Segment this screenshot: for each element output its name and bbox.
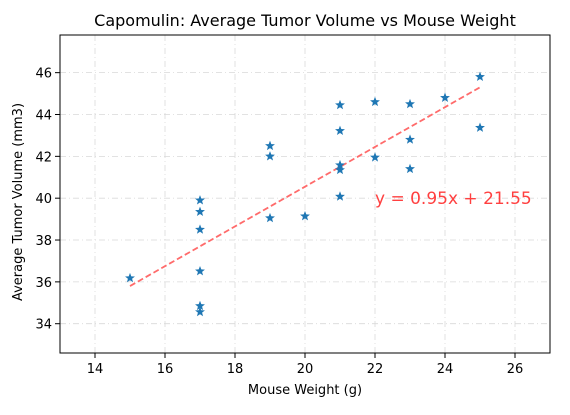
x-tick-label: 16 — [157, 362, 174, 377]
data-point — [300, 210, 310, 221]
y-tick-label: 34 — [35, 318, 52, 333]
x-tick-label: 22 — [367, 362, 384, 377]
y-tick-label: 36 — [35, 276, 52, 291]
data-point — [265, 151, 275, 161]
data-point — [265, 212, 275, 223]
data-point — [195, 224, 205, 234]
data-point — [125, 272, 135, 283]
x-tick-label: 24 — [437, 362, 454, 377]
y-axis-label: Average Tumor Volume (mm3) — [11, 103, 26, 301]
data-point — [405, 134, 415, 144]
x-tick-label: 20 — [297, 362, 314, 377]
data-point — [195, 206, 205, 216]
data-point — [195, 306, 205, 317]
y-tick-label: 40 — [35, 192, 52, 207]
y-tick-label: 44 — [35, 109, 52, 124]
data-point — [475, 71, 485, 82]
data-point — [335, 191, 345, 201]
regression-line-layer — [129, 86, 481, 287]
data-points — [125, 71, 485, 317]
y-tick-label: 46 — [35, 67, 52, 82]
data-point — [335, 99, 345, 110]
y-axis-ticks: 34 36 38 40 42 44 46 — [35, 67, 60, 333]
data-point — [475, 122, 485, 132]
x-tick-label: 26 — [507, 362, 524, 377]
y-tick-label: 42 — [35, 150, 52, 165]
x-axis-ticks: 14 16 18 20 22 24 26 — [87, 353, 524, 377]
x-tick-label: 18 — [227, 362, 244, 377]
data-point — [335, 125, 345, 136]
data-point — [370, 152, 380, 162]
regression-equation: y = 0.95x + 21.55 — [375, 189, 532, 209]
data-point — [195, 300, 205, 311]
data-point — [195, 266, 205, 276]
data-point — [405, 98, 415, 109]
data-point — [440, 92, 450, 102]
data-point — [335, 164, 345, 175]
data-point — [405, 163, 415, 174]
data-point — [335, 159, 345, 170]
x-tick-label: 14 — [87, 362, 104, 377]
data-point — [370, 96, 380, 107]
grid — [60, 35, 550, 353]
x-axis-label: Mouse Weight (g) — [248, 383, 362, 398]
data-point — [195, 195, 205, 205]
y-tick-label: 38 — [35, 234, 52, 249]
chart-title: Capomulin: Average Tumor Volume vs Mouse… — [94, 11, 516, 30]
data-point — [265, 140, 275, 151]
regression-line — [129, 86, 481, 287]
